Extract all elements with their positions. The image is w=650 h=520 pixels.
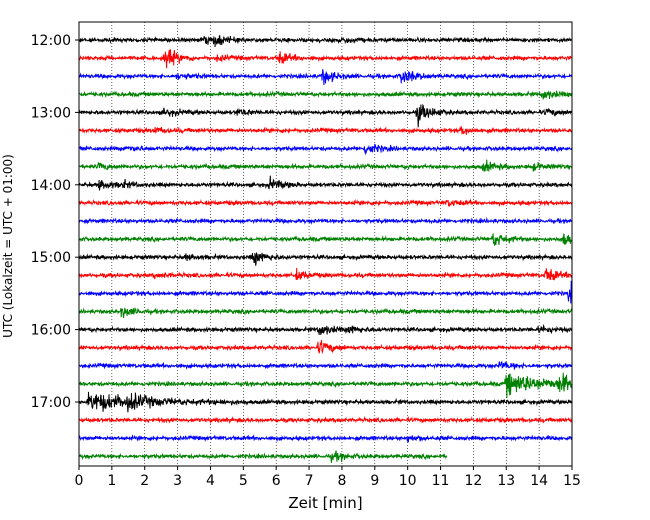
x-tick-label: 7	[305, 473, 314, 489]
trace-1615	[78, 340, 573, 355]
x-tick-label: 14	[530, 473, 548, 489]
y-axis-ticks: 12:00 13:00 14:00 15:00 16:00 17:00	[31, 33, 79, 411]
trace-1745	[78, 450, 448, 463]
x-tick-label: 4	[206, 473, 215, 489]
trace-1415	[78, 198, 573, 208]
x-tick-label: 6	[272, 473, 281, 489]
plot-frame	[78, 21, 573, 467]
trace-1545	[78, 307, 573, 318]
x-tick-label: 13	[497, 473, 515, 489]
trace-1515	[78, 267, 573, 281]
x-tick-label: 0	[75, 473, 84, 489]
trace-1245	[78, 90, 573, 100]
trace-1315	[78, 126, 573, 135]
trace-1430	[78, 216, 573, 225]
x-tick-label: 9	[370, 473, 379, 489]
trace-1530	[78, 280, 573, 304]
y-axis-label: UTC (Lokalzeit = UTC + 01:00)	[1, 154, 15, 338]
y-tick-label: 12:00	[31, 33, 71, 49]
x-tick-label: 5	[239, 473, 248, 489]
trace-1445	[79, 233, 573, 246]
trace-1400	[78, 175, 573, 191]
vertical-gridlines	[111, 22, 540, 466]
trace-1230	[78, 69, 573, 86]
x-axis-label: Zeit [min]	[288, 494, 362, 512]
trace-1330	[78, 143, 573, 156]
x-tick-label: 15	[563, 473, 581, 489]
y-tick-label: 15:00	[31, 250, 71, 266]
seismic-traces	[78, 35, 573, 463]
y-tick-label: 16:00	[31, 323, 71, 339]
y-tick-label: 13:00	[31, 105, 71, 121]
trace-1715	[78, 415, 573, 425]
trace-1500	[78, 252, 573, 266]
trace-1200	[78, 35, 573, 48]
trace-1645	[78, 372, 573, 398]
y-tick-label: 14:00	[31, 178, 71, 194]
trace-1600	[78, 323, 573, 335]
trace-1345	[78, 159, 573, 172]
x-axis-ticks: 0 1 2 3 4 5 6 7 8 9 10 11 12 13 14 15	[75, 466, 581, 489]
x-tick-label: 11	[432, 473, 450, 489]
trace-1215	[78, 49, 573, 69]
x-tick-label: 2	[140, 473, 149, 489]
x-tick-label: 8	[337, 473, 346, 489]
x-tick-label: 1	[107, 473, 116, 489]
x-tick-label: 12	[464, 473, 482, 489]
y-tick-label: 17:00	[31, 395, 71, 411]
trace-1630	[78, 360, 573, 370]
x-tick-label: 10	[399, 473, 417, 489]
trace-1700	[78, 391, 573, 413]
trace-1730	[78, 433, 573, 443]
x-tick-label: 3	[173, 473, 182, 489]
trace-1300	[78, 103, 573, 128]
